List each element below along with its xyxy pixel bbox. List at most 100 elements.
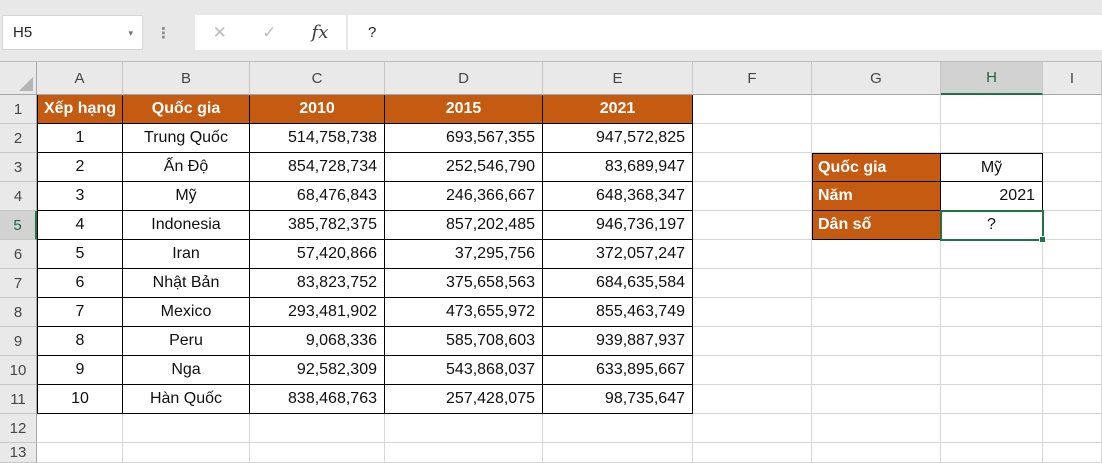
row-header-7[interactable]: 7 — [0, 269, 37, 298]
cell-C7[interactable]: 83,823,752 — [250, 269, 385, 298]
cell-E10[interactable]: 633,895,667 — [543, 356, 693, 385]
cell-B1[interactable]: Quốc gia — [123, 95, 250, 124]
cell-H10[interactable] — [941, 356, 1043, 385]
cell-B5[interactable]: Indonesia — [123, 211, 250, 240]
cell-D6[interactable]: 37,295,756 — [385, 240, 543, 269]
row-header-11[interactable]: 11 — [0, 385, 37, 414]
cell-G9[interactable] — [812, 327, 941, 356]
cell-F1[interactable] — [693, 95, 812, 124]
cell-H5[interactable]: ? — [941, 211, 1043, 240]
cell-B9[interactable]: Peru — [123, 327, 250, 356]
cell-I1[interactable] — [1043, 95, 1102, 124]
cell-H7[interactable] — [941, 269, 1043, 298]
row-header-10[interactable]: 10 — [0, 356, 37, 385]
cell-A3[interactable]: 2 — [37, 153, 123, 182]
cell-D5[interactable]: 857,202,485 — [385, 211, 543, 240]
cell-G1[interactable] — [812, 95, 941, 124]
cell-G7[interactable] — [812, 269, 941, 298]
cell-H9[interactable] — [941, 327, 1043, 356]
cell-H11[interactable] — [941, 385, 1043, 414]
cell-C5[interactable]: 385,782,375 — [250, 211, 385, 240]
cell-D3[interactable]: 252,546,790 — [385, 153, 543, 182]
cell-A5[interactable]: 4 — [37, 211, 123, 240]
cell-E6[interactable]: 372,057,247 — [543, 240, 693, 269]
row-header-3[interactable]: 3 — [0, 153, 37, 182]
cell-A10[interactable]: 9 — [37, 356, 123, 385]
cell-I13[interactable] — [1043, 443, 1102, 463]
row-header-4[interactable]: 4 — [0, 182, 37, 211]
cell-D8[interactable]: 473,655,972 — [385, 298, 543, 327]
row-header-8[interactable]: 8 — [0, 298, 37, 327]
cell-D1[interactable]: 2015 — [385, 95, 543, 124]
cell-D2[interactable]: 693,567,355 — [385, 124, 543, 153]
select-all-corner[interactable] — [0, 62, 37, 95]
cell-A12[interactable] — [37, 414, 123, 443]
cell-C13[interactable] — [250, 443, 385, 463]
column-header-H[interactable]: H — [941, 62, 1043, 95]
cancel-icon[interactable]: ✕ — [212, 22, 227, 42]
cell-E7[interactable]: 684,635,584 — [543, 269, 693, 298]
cell-I8[interactable] — [1043, 298, 1102, 327]
cell-F3[interactable] — [693, 153, 812, 182]
cell-A13[interactable] — [37, 443, 123, 463]
formula-bar[interactable]: ? — [348, 15, 1102, 50]
column-header-D[interactable]: D — [385, 62, 543, 95]
column-header-G[interactable]: G — [812, 62, 941, 95]
cell-C8[interactable]: 293,481,902 — [250, 298, 385, 327]
row-header-6[interactable]: 6 — [0, 240, 37, 269]
cell-H4[interactable]: 2021 — [941, 182, 1043, 211]
cell-G3[interactable]: Quốc gia — [812, 153, 941, 182]
cell-F9[interactable] — [693, 327, 812, 356]
row-header-1[interactable]: 1 — [0, 95, 37, 124]
cell-D12[interactable] — [385, 414, 543, 443]
cell-G2[interactable] — [812, 124, 941, 153]
cell-F8[interactable] — [693, 298, 812, 327]
cell-E11[interactable]: 98,735,647 — [543, 385, 693, 414]
cell-I2[interactable] — [1043, 124, 1102, 153]
cell-H8[interactable] — [941, 298, 1043, 327]
cell-C11[interactable]: 838,468,763 — [250, 385, 385, 414]
cell-D9[interactable]: 585,708,603 — [385, 327, 543, 356]
cell-A4[interactable]: 3 — [37, 182, 123, 211]
cell-E8[interactable]: 855,463,749 — [543, 298, 693, 327]
cell-E5[interactable]: 946,736,197 — [543, 211, 693, 240]
column-header-I[interactable]: I — [1043, 62, 1102, 95]
cell-I5[interactable] — [1043, 211, 1102, 240]
cell-C3[interactable]: 854,728,734 — [250, 153, 385, 182]
cell-G12[interactable] — [812, 414, 941, 443]
name-box[interactable]: H5 ▾ — [2, 15, 143, 50]
enter-icon[interactable]: ✓ — [262, 22, 277, 42]
cell-C1[interactable]: 2010 — [250, 95, 385, 124]
cell-B6[interactable]: Iran — [123, 240, 250, 269]
cell-B10[interactable]: Nga — [123, 356, 250, 385]
cell-B4[interactable]: Mỹ — [123, 182, 250, 211]
cell-I6[interactable] — [1043, 240, 1102, 269]
column-header-A[interactable]: A — [37, 62, 123, 95]
cell-C6[interactable]: 57,420,866 — [250, 240, 385, 269]
cell-A11[interactable]: 10 — [37, 385, 123, 414]
cell-H6[interactable] — [941, 240, 1043, 269]
cell-F7[interactable] — [693, 269, 812, 298]
cell-B11[interactable]: Hàn Quốc — [123, 385, 250, 414]
cell-B12[interactable] — [123, 414, 250, 443]
cell-G11[interactable] — [812, 385, 941, 414]
cell-D4[interactable]: 246,366,667 — [385, 182, 543, 211]
cell-G4[interactable]: Năm — [812, 182, 941, 211]
column-header-E[interactable]: E — [543, 62, 693, 95]
cell-H1[interactable] — [941, 95, 1043, 124]
cell-H2[interactable] — [941, 124, 1043, 153]
row-header-12[interactable]: 12 — [0, 414, 37, 443]
cell-E3[interactable]: 83,689,947 — [543, 153, 693, 182]
cell-E9[interactable]: 939,887,937 — [543, 327, 693, 356]
insert-function-icon[interactable]: fx — [311, 22, 329, 43]
cell-D7[interactable]: 375,658,563 — [385, 269, 543, 298]
cell-C12[interactable] — [250, 414, 385, 443]
cell-A9[interactable]: 8 — [37, 327, 123, 356]
column-header-C[interactable]: C — [250, 62, 385, 95]
cell-E13[interactable] — [543, 443, 693, 463]
cell-B7[interactable]: Nhật Bản — [123, 269, 250, 298]
cell-A2[interactable]: 1 — [37, 124, 123, 153]
cell-G10[interactable] — [812, 356, 941, 385]
cell-E12[interactable] — [543, 414, 693, 443]
cell-A7[interactable]: 6 — [37, 269, 123, 298]
